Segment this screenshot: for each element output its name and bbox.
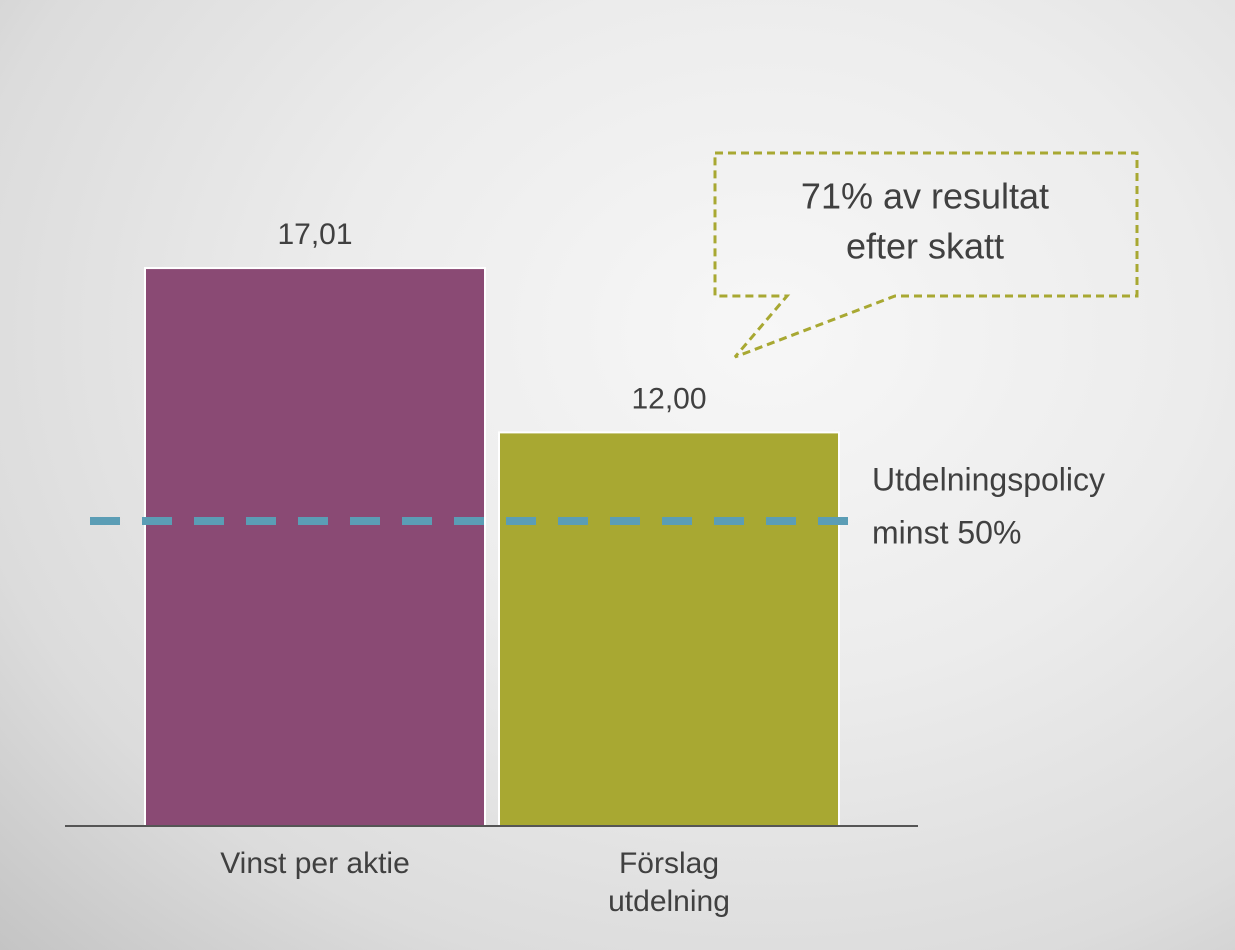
bar: [498, 431, 840, 827]
value-label: 12,00: [631, 382, 706, 415]
reference-label: Utdelningspolicy: [872, 461, 1105, 497]
category-label: Vinst per aktie: [220, 847, 410, 880]
category-label: Förslag utdelning: [608, 847, 730, 918]
bar: [144, 267, 486, 827]
callout-box: [713, 151, 1139, 359]
reference-label: minst 50%: [872, 514, 1021, 550]
callout-text: 71% av resultat: [801, 176, 1049, 217]
value-label: 17,01: [277, 218, 352, 251]
callout-text: efter skatt: [846, 226, 1004, 267]
